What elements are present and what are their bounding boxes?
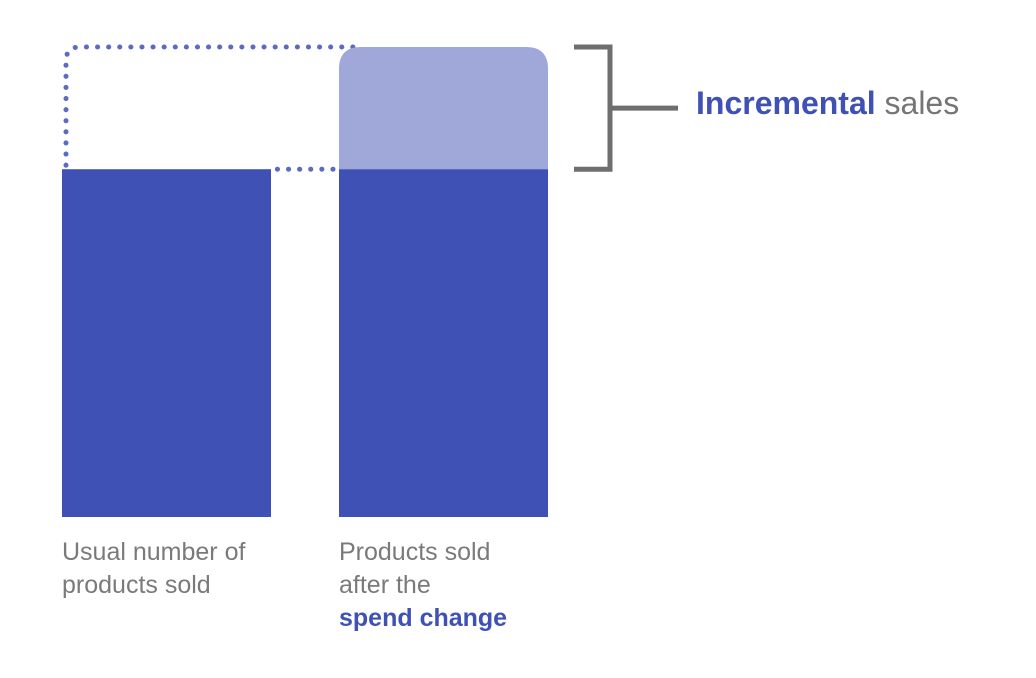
incremental-emphasis: Incremental [696,85,876,121]
after-change-base-bar [339,169,548,517]
caption-line: products sold [62,571,211,599]
after-change-bar-caption: Products sold after the spend change [339,536,579,635]
incremental-sales-label: Incremental sales [696,84,959,122]
incremental-sales-segment [339,47,548,170]
usual-sales-bar [62,169,271,517]
increment-bracket [574,44,613,172]
caption-line: Products sold [339,538,491,566]
caption-line: after the [339,571,431,599]
incremental-rest: sales [875,85,960,121]
dotted-increment-outline [63,44,356,172]
caption-emphasis: spend change [339,604,508,632]
caption-line: Usual number of [62,538,246,566]
usual-bar-caption: Usual number of products sold [62,536,302,602]
